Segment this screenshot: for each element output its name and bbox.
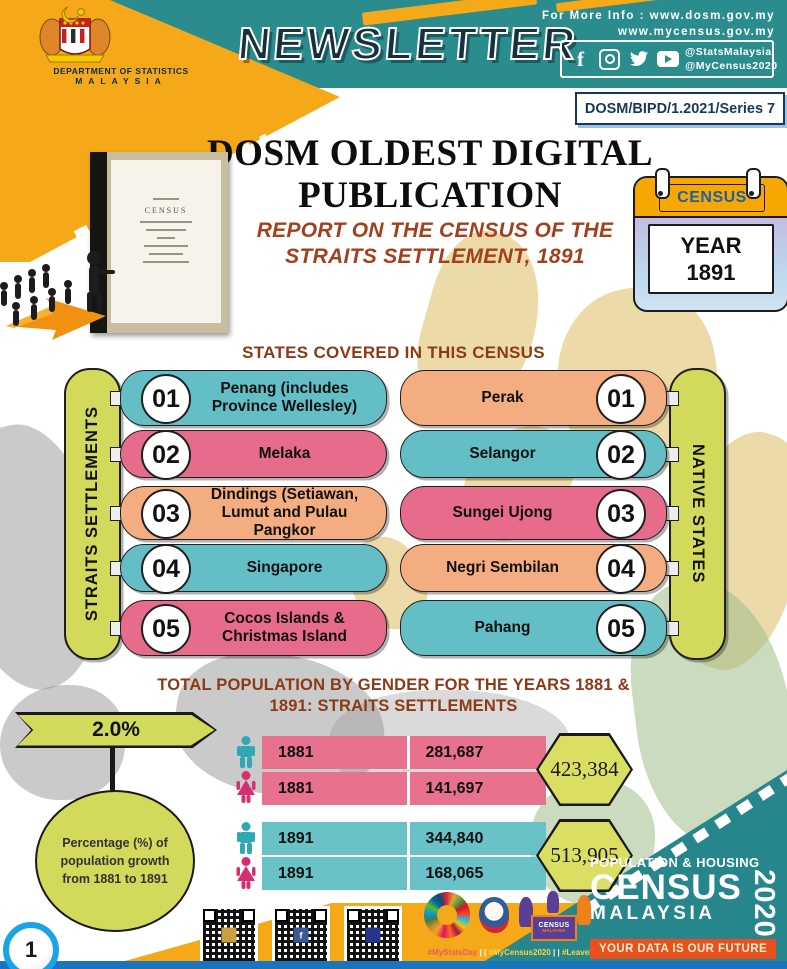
- more-info-links[interactable]: For More Info : www.dosm.gov.my www.myce…: [475, 9, 775, 40]
- handle-mycensus: @MyCensus2020: [685, 60, 778, 72]
- calendar-pin: [746, 168, 761, 199]
- page-subtitle-line2: STRAITS SETTLEMENT, 1891: [285, 245, 585, 268]
- state-row-sungei-ujong: 03 Sungei Ujong: [400, 486, 667, 540]
- banner-stem: [110, 748, 115, 792]
- page-title-line2: PUBLICATION: [298, 175, 562, 216]
- instagram-icon[interactable]: [598, 48, 621, 71]
- qr-code-census[interactable]: [344, 906, 402, 964]
- stick-figures-clipart: [0, 251, 115, 340]
- info-url-dosm[interactable]: For More Info : www.dosm.gov.my: [541, 10, 775, 22]
- state-row-negri-sembilan: 04 Negri Sembilan: [400, 544, 667, 594]
- female-icon: [236, 857, 256, 889]
- social-media-box: f @StatsMalaysia @MyCensus2020: [560, 40, 777, 78]
- state-row-selangor: 02 Selangor: [400, 430, 667, 480]
- qr-code-dosm[interactable]: [200, 906, 258, 964]
- total-1891-hexagon: 513,905: [536, 819, 633, 892]
- census-logo-year: 2020: [748, 869, 781, 938]
- state-row-penang: 01 Penang (includes Province Wellesley): [120, 370, 387, 426]
- malaysia-coat-of-arms: [39, 6, 111, 63]
- state-row-cocos: 05 Cocos Islands & Christmas Island: [120, 600, 387, 656]
- male-icon: [237, 736, 255, 768]
- states-section-heading: STATES COVERED IN THIS CENSUS: [242, 343, 545, 362]
- census-logo-line1: POPULATION & HOUSING: [590, 855, 760, 870]
- department-name: DEPARTMENT OF STATISTICS: [53, 66, 189, 76]
- female-icon: [236, 771, 256, 803]
- male-icon: [237, 822, 255, 854]
- department-country: MALAYSIA: [75, 76, 167, 86]
- state-row-melaka: 02 Melaka: [120, 430, 387, 480]
- hashtag-mystatsday: #MyStatsDay: [427, 948, 478, 957]
- page-title-line1: DOSM OLDEST DIGITAL: [206, 133, 654, 174]
- population-row-1881-female: 1881 141,697: [262, 772, 546, 805]
- census-2020-logo: POPULATION & HOUSING CENSUS MALAYSIA 202…: [590, 855, 786, 967]
- state-row-dindings: 03 Dindings (Setiawan, Lumut and Pulau P…: [120, 486, 387, 540]
- state-row-pahang: 05 Pahang: [400, 600, 667, 656]
- twitter-icon[interactable]: [627, 48, 650, 71]
- population-row-1891-female: 1891 168,065: [262, 857, 546, 890]
- info-url-mycensus[interactable]: www.mycensus.gov.my: [618, 25, 775, 38]
- population-row-1891-male: 1891 344,840: [262, 822, 546, 855]
- growth-note-ellipse: Percentage (%) of population growth from…: [35, 790, 195, 932]
- census-logo-line2: CENSUS: [590, 868, 742, 907]
- qr-code-facebook[interactable]: f: [272, 906, 330, 964]
- handle-statsmalaysia: @StatsMalaysia: [685, 45, 772, 58]
- census-logo-line3: MALAYSIA: [590, 903, 716, 925]
- population-row-1881-male: 1881 281,687: [262, 736, 546, 769]
- population-heading-line1: TOTAL POPULATION BY GENDER FOR THE YEARS…: [157, 676, 630, 694]
- malaysia-day-logo: [479, 897, 509, 933]
- hashtag-mycensus2020: #MyCensus2020: [488, 948, 551, 957]
- facebook-icon[interactable]: f: [577, 46, 584, 71]
- census-logo-tagline: YOUR DATA IS OUR FUTURE: [590, 939, 776, 959]
- total-1881-hexagon: 423,384: [536, 733, 633, 806]
- population-heading-line2: 1891: STRAITS SETTLEMENTS: [269, 697, 518, 715]
- bottom-blue-strip: [0, 961, 787, 969]
- page-number-badge: 1: [3, 922, 59, 969]
- growth-percentage-banner: 2.0%: [15, 712, 217, 748]
- youtube-icon[interactable]: [656, 48, 679, 71]
- book-title: CENSUS: [144, 206, 188, 215]
- census-book-cover: CENSUS: [90, 152, 228, 333]
- state-row-singapore: 04 Singapore: [120, 544, 387, 594]
- census-mini-logo: CENSUS MALAYSIA: [517, 889, 595, 957]
- book-title-page: CENSUS: [111, 160, 221, 323]
- calendar-year: YEAR 1891: [648, 224, 774, 294]
- page-subtitle-line1: REPORT ON THE CENSUS OF THE: [256, 219, 614, 242]
- sdg-wheel-logo: [424, 892, 470, 938]
- calendar-pin: [655, 168, 670, 199]
- series-badge: DOSM/BIPD/1.2021/Series 7: [575, 92, 785, 125]
- state-row-perak: 01 Perak: [400, 370, 667, 426]
